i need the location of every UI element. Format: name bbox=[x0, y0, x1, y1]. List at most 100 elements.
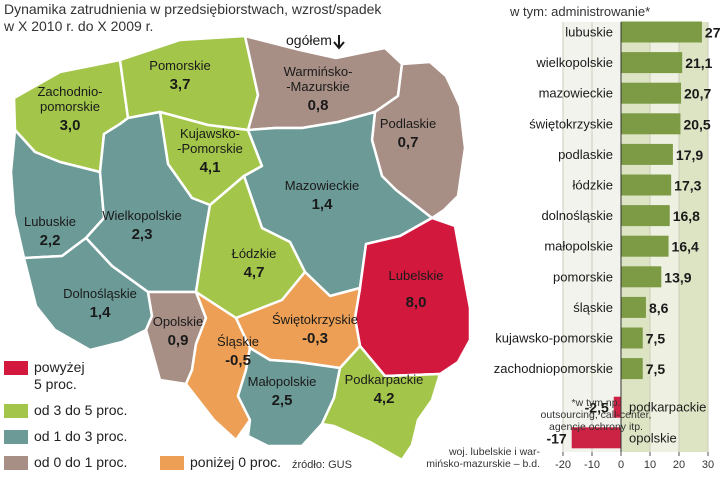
region-malopolskie bbox=[236, 346, 342, 448]
legend-label: powyżej 5 proc. bbox=[34, 359, 85, 392]
region-name: Świętokrzyskie bbox=[272, 312, 358, 327]
region-value: 0,7 bbox=[398, 134, 419, 151]
bar-8 bbox=[621, 266, 662, 288]
region-name: Opolskie bbox=[153, 314, 204, 329]
region-value: 2,3 bbox=[132, 226, 153, 243]
plot-bg-band bbox=[679, 22, 708, 452]
bar-value-label: 16,4 bbox=[672, 239, 699, 255]
region-name: Mazowieckie bbox=[285, 178, 359, 193]
source-note: źródło: GUS bbox=[292, 459, 352, 471]
footnote-2: woj. lubelskie i war- mińsko-mazurskie –… bbox=[400, 446, 540, 470]
bar-13 bbox=[571, 427, 621, 449]
bar-category-label: małopolskie bbox=[544, 239, 613, 254]
region-value: -0,3 bbox=[302, 330, 328, 347]
bar-2 bbox=[621, 82, 682, 104]
bar-chart-title: w tym: administrowanie* bbox=[510, 4, 651, 19]
bar-value-label: 17,9 bbox=[676, 147, 703, 163]
bar-12 bbox=[613, 396, 621, 418]
bar-category-label: kujawsko-pomorskie bbox=[495, 331, 613, 346]
bar-category-label: dolnośląskie bbox=[541, 208, 613, 223]
bar-category-label: pomorskie bbox=[553, 269, 613, 284]
bar-category-label: podlaskie bbox=[558, 147, 613, 162]
bar-3 bbox=[621, 113, 681, 135]
legend-swatch bbox=[4, 404, 28, 418]
legend-label: od 1 do 3 proc. bbox=[34, 428, 128, 444]
bar-1 bbox=[621, 52, 683, 74]
bar-5 bbox=[621, 174, 672, 196]
region-name: Podlaskie bbox=[380, 116, 436, 131]
region-value: 4,1 bbox=[200, 159, 221, 176]
bar-value-label: -2,5 bbox=[585, 400, 609, 416]
bar-value-label: 8,6 bbox=[649, 300, 669, 316]
bar-11 bbox=[621, 358, 643, 380]
bar-value-label: 13,9 bbox=[664, 269, 691, 285]
region-value: 0,8 bbox=[308, 97, 329, 114]
tick-label: -10 bbox=[584, 459, 600, 471]
region-value: 4,7 bbox=[244, 264, 265, 281]
legend-swatch bbox=[4, 361, 28, 375]
region-value: 1,4 bbox=[312, 196, 334, 213]
legend-label: od 0 do 1 proc. bbox=[34, 454, 128, 470]
region-podkarpackie bbox=[320, 344, 442, 462]
legend-label: poniżej 0 proc. bbox=[190, 454, 282, 470]
region-name: -Mazurskie bbox=[286, 79, 350, 94]
bar-category-label: mazowieckie bbox=[539, 86, 613, 101]
bar-category-label: podkarpackie bbox=[629, 400, 706, 415]
region-value: 8,0 bbox=[406, 294, 427, 311]
region-name: Lubelskie bbox=[389, 268, 444, 283]
region-name: Małopolskie bbox=[248, 374, 317, 389]
region-value: 0,9 bbox=[168, 332, 189, 349]
footnote-line: *w tym np. bbox=[571, 397, 621, 409]
region-value: 3,0 bbox=[60, 117, 81, 134]
region-name: -Pomorskie bbox=[177, 141, 243, 156]
region-name: Kujawsko- bbox=[180, 126, 240, 141]
footnote-line: outsourcing, call-center, bbox=[540, 409, 652, 421]
region-name: Wielkopolskie bbox=[102, 208, 181, 223]
region-name: Pomorskie bbox=[149, 58, 210, 73]
bar-10 bbox=[621, 327, 643, 349]
bar-category-label: opolskie bbox=[629, 430, 677, 445]
legend-swatch bbox=[4, 430, 28, 444]
chart-title-line1: Dynamika zatrudnienia w przedsiębiorstwa… bbox=[4, 1, 382, 17]
region-name: Lubuskie bbox=[24, 214, 76, 229]
region-name: Zachodnio- bbox=[37, 84, 102, 99]
region-name: Śląskie bbox=[217, 334, 259, 349]
bar-category-label: zachodniopomorskie bbox=[494, 361, 613, 376]
arrow-down-icon bbox=[333, 35, 345, 50]
bar-4 bbox=[621, 143, 673, 165]
bar-9 bbox=[621, 296, 646, 318]
tick-label: 30 bbox=[702, 459, 714, 471]
tick-label: 10 bbox=[644, 459, 656, 471]
bar-value-label: 7,5 bbox=[646, 361, 666, 377]
bar-7 bbox=[621, 235, 669, 257]
bar-value-label: 20,5 bbox=[683, 116, 710, 132]
footnote: *w tym np. outsourcing, call-center, age… bbox=[536, 397, 656, 433]
bar-value-label: -17 bbox=[546, 430, 566, 446]
footnote-line: agencje ochrony itp. bbox=[549, 421, 643, 433]
bar-value-label: 20,7 bbox=[684, 86, 711, 102]
region-value: 3,7 bbox=[170, 76, 191, 93]
bar-value-label: 27,9 bbox=[705, 25, 720, 41]
region-value: -0,5 bbox=[225, 352, 251, 369]
footnote-line: woj. lubelskie i war- bbox=[448, 446, 540, 458]
bar-value-label: 21,1 bbox=[685, 55, 712, 71]
bar-category-label: świętokrzyskie bbox=[529, 116, 613, 131]
tick-label: 20 bbox=[673, 459, 685, 471]
region-value: 1,4 bbox=[90, 304, 112, 321]
region-value: 2,2 bbox=[40, 232, 61, 249]
region-value: 2,5 bbox=[272, 392, 293, 409]
bar-category-label: lubuskie bbox=[565, 25, 613, 40]
chart-title-line2: w X 2010 r. do X 2009 r. bbox=[4, 18, 154, 34]
region-name: Łódzkie bbox=[232, 246, 277, 261]
ogolem-label: ogółem bbox=[286, 32, 332, 48]
bar-category-label: łódzkie bbox=[573, 178, 613, 193]
bar-value-label: 17,3 bbox=[674, 178, 701, 194]
legend-label: od 3 do 5 proc. bbox=[34, 402, 128, 418]
bar-category-label: śląskie bbox=[573, 300, 613, 315]
bar-value-label: 7,5 bbox=[646, 331, 666, 347]
bar-value-label: 16,8 bbox=[673, 208, 700, 224]
tick-label: -20 bbox=[555, 459, 571, 471]
region-value: 4,2 bbox=[374, 390, 395, 407]
footnote-line: mińsko-mazurskie – b.d. bbox=[426, 458, 540, 470]
